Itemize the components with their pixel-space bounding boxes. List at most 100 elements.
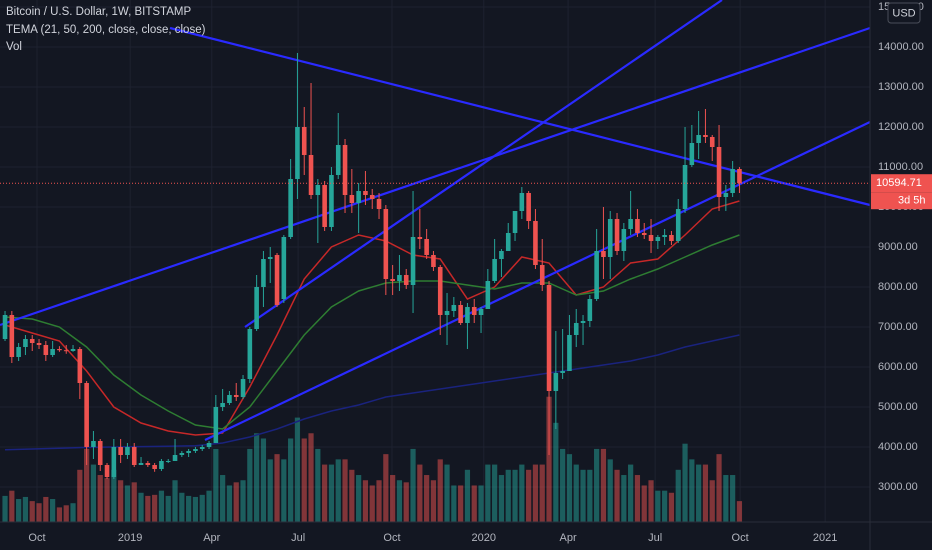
volume-bar — [560, 448, 566, 522]
candle-body — [560, 371, 565, 373]
volume-bar — [526, 469, 532, 522]
price-axis — [870, 0, 932, 550]
volume-bar — [662, 490, 668, 522]
volume-bar — [464, 469, 471, 522]
candle-body — [356, 191, 361, 203]
candle-body — [403, 275, 409, 285]
overlays: USD 10594.71 3d 5h — [871, 2, 932, 210]
candle-body — [267, 257, 273, 259]
volume-bar — [648, 480, 654, 522]
volume-bar — [342, 459, 348, 522]
candle-body — [376, 199, 382, 209]
candle-body — [410, 237, 416, 285]
volume-bar — [104, 478, 110, 522]
candle-body — [737, 169, 742, 184]
volume-bar — [403, 482, 409, 522]
volume-bar — [478, 485, 484, 522]
volume-bar — [736, 501, 743, 522]
candle-body — [77, 349, 83, 383]
y-tick-label: 13000.00 — [878, 81, 924, 93]
candle-body — [186, 451, 191, 453]
volume-bar — [730, 475, 736, 522]
volume-bar — [471, 485, 477, 522]
volume-bar — [532, 464, 539, 522]
volume-bar — [634, 475, 641, 522]
volume-bar — [614, 469, 620, 522]
volume-bar — [199, 494, 205, 522]
volume-bar — [600, 448, 607, 522]
volume-bar — [607, 459, 613, 522]
candle-body — [36, 343, 42, 345]
candles — [0, 53, 870, 479]
volume-bar — [118, 480, 124, 522]
x-tick-label: Jul — [648, 532, 662, 544]
candle-body — [84, 383, 89, 447]
candle-body — [288, 179, 293, 237]
y-tick-label: 4000.00 — [878, 441, 918, 453]
volume-bar — [56, 507, 63, 522]
candle-body — [261, 259, 266, 287]
candle-body — [648, 235, 654, 241]
time-axis — [0, 522, 870, 550]
candle-body — [567, 335, 572, 371]
candle-body — [478, 309, 484, 315]
last-price-label: 10594.71 — [876, 177, 922, 189]
volume-bar — [546, 396, 552, 522]
currency-button-label[interactable]: USD — [892, 7, 915, 19]
candle-body — [397, 275, 402, 281]
candle-body — [308, 155, 314, 195]
candle-body — [29, 339, 35, 343]
candle-body — [295, 127, 300, 179]
volume-bar — [165, 495, 171, 522]
volume-bar — [451, 485, 457, 522]
volume-bar — [315, 448, 321, 522]
tema-line — [4, 234, 740, 430]
candle-body — [23, 339, 28, 347]
y-tick-label: 3000.00 — [878, 481, 918, 493]
volume-bar — [301, 438, 307, 522]
volume-bar — [254, 433, 260, 522]
volume-bar — [138, 492, 144, 522]
candle-body — [655, 237, 661, 241]
volume-bar — [233, 482, 239, 522]
y-tick-label: 9000.00 — [878, 241, 918, 253]
candle-body — [553, 373, 559, 391]
candle-body — [329, 175, 334, 227]
volume-label: Vol — [6, 41, 22, 53]
candle-body — [16, 347, 21, 357]
candle-body — [573, 323, 579, 335]
candle-body — [383, 209, 389, 279]
volume-bar — [594, 448, 600, 522]
candle-body — [111, 447, 117, 477]
volume-bar — [179, 492, 185, 522]
candle-body — [485, 281, 491, 309]
y-tick-label: 14000.00 — [878, 41, 924, 53]
volume-bar — [226, 485, 233, 522]
candle-body — [580, 321, 586, 323]
volume-bar — [390, 475, 396, 522]
candle-body — [138, 463, 144, 465]
volume-bar — [675, 469, 681, 522]
candle-body — [444, 311, 450, 315]
indicator-label: TEMA (21, 50, 200, close, close, close) — [6, 24, 206, 36]
x-tick-label: 2021 — [813, 532, 837, 544]
volume-bar — [424, 475, 430, 522]
volume-bar — [485, 464, 491, 522]
candle-body — [519, 193, 525, 211]
volume-bar — [145, 495, 151, 522]
candle-body — [546, 285, 552, 391]
volume-bar — [573, 464, 579, 522]
candle-body — [125, 447, 130, 455]
volume-bar — [682, 443, 688, 522]
candle-body — [131, 447, 137, 465]
candle-body — [703, 135, 708, 137]
volume-bar — [566, 454, 573, 522]
candle-body — [505, 233, 511, 251]
volume-bar — [709, 480, 715, 522]
countdown-label: 3d 5h — [898, 195, 926, 207]
volume-bar — [376, 480, 382, 522]
candle-body — [424, 239, 429, 255]
currency-button[interactable] — [887, 2, 921, 24]
candle-body — [675, 209, 681, 241]
